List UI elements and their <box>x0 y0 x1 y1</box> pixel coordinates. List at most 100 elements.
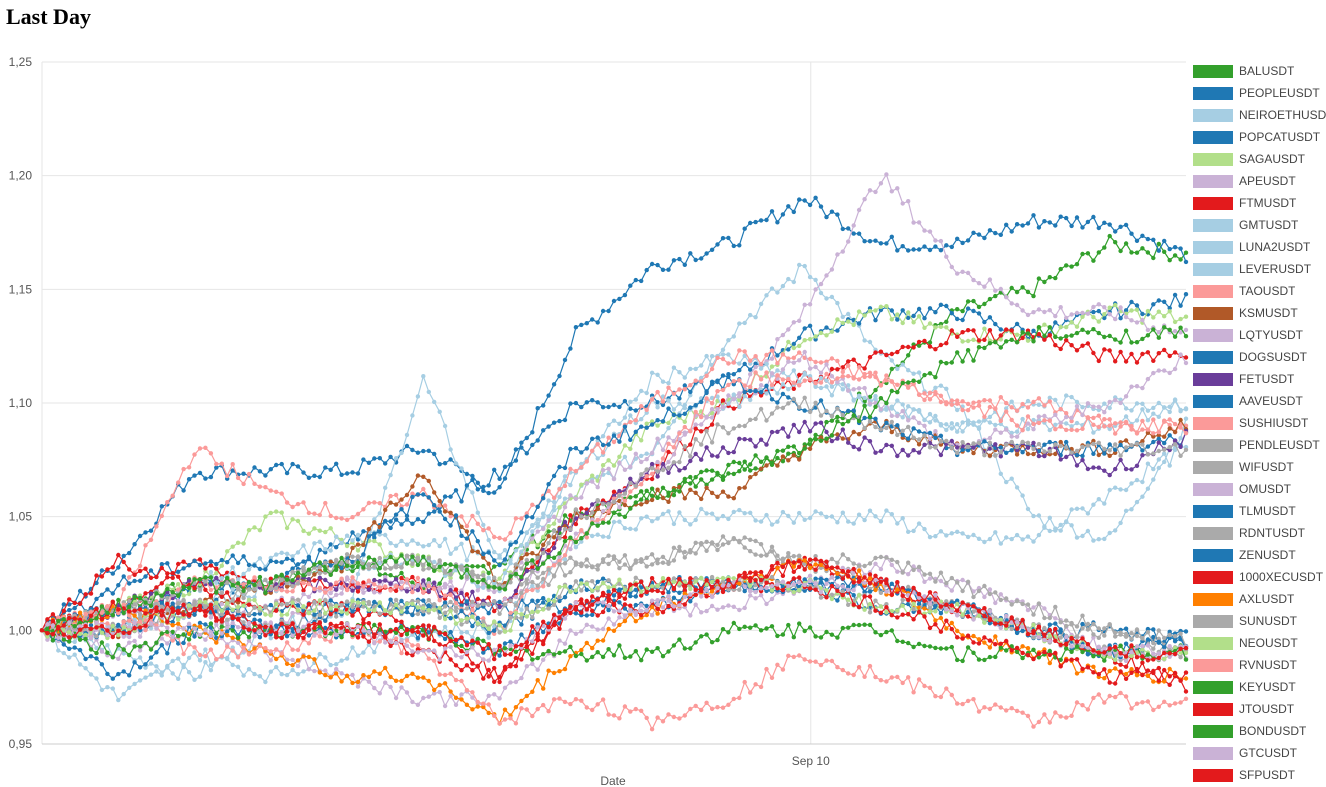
series-lqtyusdt-point <box>1113 397 1118 403</box>
series-peopleusdt-point <box>470 473 475 479</box>
series-1000xecusdt-point <box>159 565 164 571</box>
series-sushiusdt-point <box>786 377 791 382</box>
series-lqtyusdt-point <box>301 591 306 597</box>
series-fetusdt-point <box>737 436 742 441</box>
series-taousdt-point <box>649 397 655 402</box>
series-balusdt-point <box>1183 250 1189 255</box>
series-balusdt-point <box>780 459 786 464</box>
series-lqtyusdt-point <box>421 583 426 588</box>
series-sushiusdt-point <box>1167 417 1172 422</box>
series-balusdt-point <box>867 394 873 400</box>
series-omusdt-point <box>45 637 50 642</box>
series-dogsusdt-point <box>873 416 878 421</box>
series-sagausdt-point <box>323 529 328 535</box>
series-leverusdt-point <box>508 561 513 566</box>
series-apeusdt-point <box>622 467 628 472</box>
series-rdntusdt-point <box>688 548 693 553</box>
series-luna2usdt-point <box>530 583 535 589</box>
series-omusdt-point <box>731 604 736 609</box>
series-ksmusdt-point <box>807 446 813 451</box>
series-gmtusdt-point <box>987 414 993 420</box>
series-peopleusdt-point <box>192 473 197 478</box>
series-rdntusdt-point <box>709 541 715 546</box>
series-peopleusdt-point <box>726 235 731 241</box>
series-fetusdt-point <box>1118 457 1123 463</box>
series-fetusdt-point <box>949 438 954 444</box>
series-sushiusdt-point <box>1096 424 1102 430</box>
series-popcatusdt-point <box>873 318 878 323</box>
series-leverusdt-point <box>933 418 938 423</box>
series-taousdt-point <box>143 543 148 548</box>
series-peopleusdt-point <box>317 474 322 480</box>
series-apeusdt-point <box>1042 309 1047 315</box>
series-fetusdt-point <box>993 442 998 447</box>
series-neiroethusdt-point <box>769 286 775 291</box>
series-balusdt-point <box>965 299 971 304</box>
series-sushiusdt-point <box>775 373 780 378</box>
series-lqtyusdt-point <box>328 590 333 596</box>
series-sagausdt-point <box>1134 307 1140 312</box>
series-peopleusdt-point <box>334 461 339 466</box>
series-pendleusdt-point <box>1025 440 1031 445</box>
series-popcatusdt-point <box>1102 315 1107 321</box>
series-luna2usdt-point <box>993 530 998 535</box>
series-sushiusdt-point <box>639 482 644 487</box>
series-peopleusdt-point <box>748 220 753 226</box>
series-fetusdt-point <box>791 422 796 428</box>
series-omusdt-point <box>127 640 132 645</box>
series-balusdt-point <box>1042 279 1047 285</box>
series-tlmusdt-point <box>257 635 263 640</box>
series-sushiusdt-point <box>557 558 562 564</box>
series-sushiusdt-point <box>1102 417 1107 422</box>
series-wifusdt-point <box>508 598 513 603</box>
series-luna2usdt-point <box>829 514 835 519</box>
series-1000xecusdt-point <box>399 619 404 624</box>
series-neiroethusdt-point <box>944 386 949 391</box>
series-leverusdt-point <box>535 524 540 529</box>
series-omusdt-point <box>960 577 965 583</box>
series-taousdt-point <box>639 404 644 409</box>
series-1000xecusdt-point <box>88 591 94 596</box>
series-balusdt-point <box>1178 257 1183 262</box>
series-gmtusdt-point <box>546 498 551 503</box>
series-neiroethusdt-point <box>1080 533 1085 539</box>
series-sushiusdt-point <box>720 387 726 393</box>
series-popcatusdt-point <box>824 325 829 330</box>
series-neiroethusdt-point <box>1091 538 1096 543</box>
series-peopleusdt-point <box>230 468 235 473</box>
series-rdntusdt-point <box>334 557 339 563</box>
series-luna2usdt-point <box>944 533 949 538</box>
series-gmtusdt-point <box>595 456 600 461</box>
series-sushiusdt-point <box>1042 418 1047 423</box>
series-sagausdt-point <box>214 570 219 576</box>
series-taousdt-point <box>137 563 143 569</box>
series-omusdt-point <box>595 627 600 632</box>
series-popcatusdt-point <box>1172 292 1178 298</box>
series-ftmusdt-point <box>1058 346 1063 352</box>
series-sagausdt-point <box>344 543 350 549</box>
series-tlmusdt-point <box>176 641 181 646</box>
series-gmtusdt-point <box>328 548 333 553</box>
series-neiroethusdt-point <box>1020 493 1025 498</box>
series-lqtyusdt-point <box>802 349 807 355</box>
series-gmtusdt-point <box>682 405 687 411</box>
series-popcatusdt-point <box>976 311 982 316</box>
series-gmtusdt-point <box>530 523 535 528</box>
series-luna2usdt-point <box>361 650 366 655</box>
series-popcatusdt-point <box>568 401 573 406</box>
series-dogsusdt-point <box>1162 440 1167 446</box>
series-peopleusdt-point <box>916 247 922 252</box>
series-rdntusdt-point <box>590 564 595 569</box>
series-zenusdt-point <box>535 598 540 604</box>
series-taousdt-point <box>611 439 617 445</box>
series-gmtusdt-point <box>1134 401 1140 406</box>
series-apeusdt-point <box>1140 317 1145 323</box>
series-rdntusdt-point <box>639 559 644 564</box>
series-popcatusdt-point <box>960 317 965 323</box>
series-peopleusdt-point <box>377 456 382 461</box>
series-lqtyusdt-point <box>998 430 1003 435</box>
series-balusdt-point <box>955 307 960 312</box>
series-sagausdt-point <box>1064 324 1069 330</box>
series-popcatusdt-point <box>998 327 1003 332</box>
series-tlmusdt-point <box>105 671 110 677</box>
